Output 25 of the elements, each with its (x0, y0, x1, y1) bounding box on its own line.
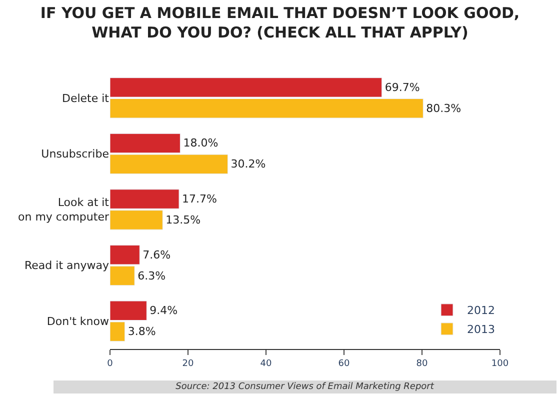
source-note: Source: 2013 Consumer Views of Email Marketing Report (176, 382, 434, 392)
chart-title: IF YOU GET A MOBILE EMAIL THAT DOESN’T LOOK GOOD, WHAT DO YOU DO? (CHECK ALL THAT APPLY) (40, 4, 520, 42)
y-tick-label: Read it anyway (24, 259, 110, 272)
y-tick-label: Delete it (62, 92, 110, 105)
x-tick-label: 20 (182, 358, 194, 369)
data-label: 17.7% (182, 192, 217, 206)
data-label: 18.0% (183, 136, 218, 150)
data-label: 13.5% (166, 213, 201, 226)
y-tick-label: Look at it on my computer (18, 196, 110, 224)
x-tick-label: 60 (338, 358, 350, 369)
data-label: 69.7% (384, 80, 420, 94)
data-label: 7.6% (142, 248, 171, 262)
y-tick-label: Don't know (46, 314, 109, 328)
legend-label: 2012 (467, 304, 495, 318)
data-label: 6.3% (138, 269, 166, 282)
x-tick-label: 0 (107, 358, 114, 369)
x-tick-label: 80 (416, 358, 428, 369)
legend-label: 2013 (467, 323, 495, 336)
data-label: 80.3% (426, 102, 462, 115)
y-tick-label: Unsubscribe (41, 148, 110, 161)
data-label: 30.2% (230, 158, 266, 171)
data-label: 9.4% (150, 304, 178, 318)
data-label: 3.8% (128, 325, 156, 338)
x-tick-label: 100 (491, 358, 509, 369)
x-tick-label: 40 (260, 358, 272, 369)
